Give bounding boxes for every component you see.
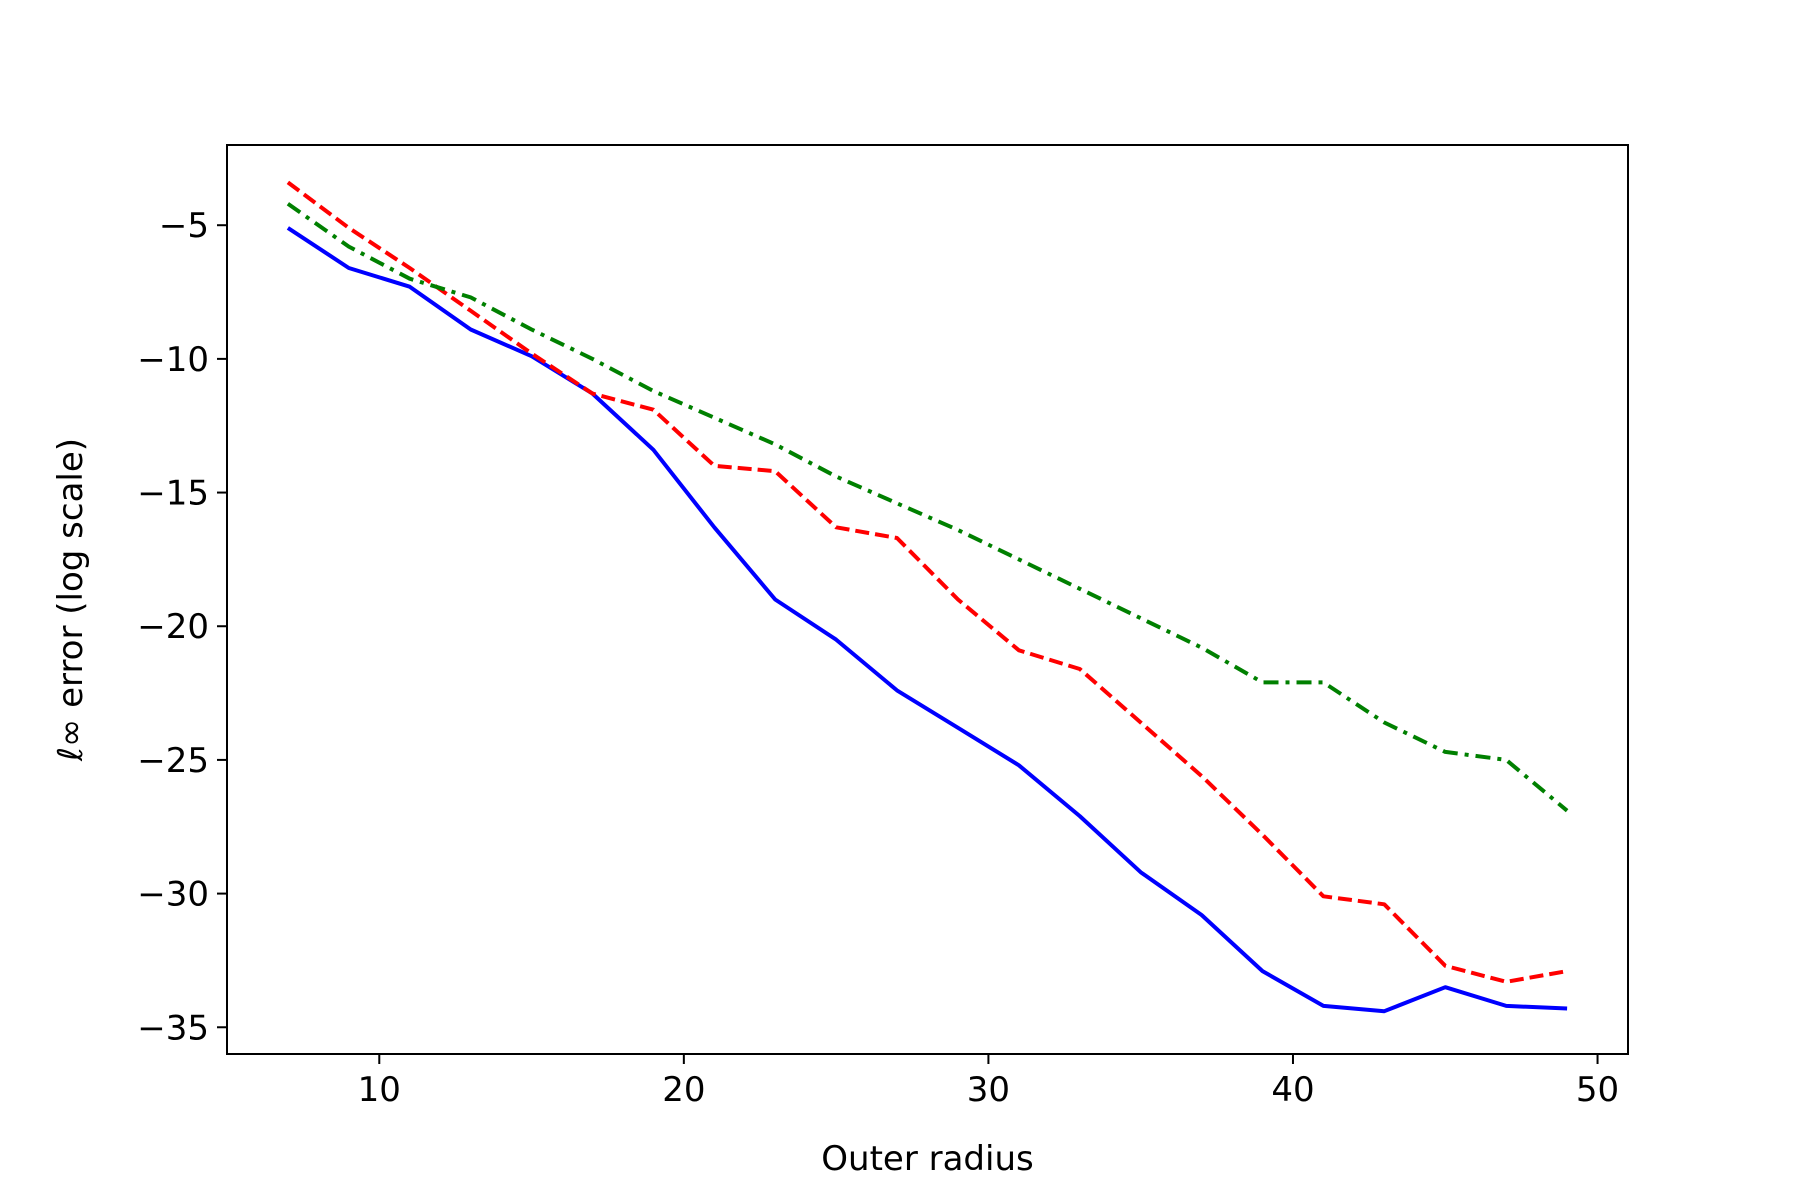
x-tick-label: 10 xyxy=(358,1070,401,1110)
y-tick-label: −30 xyxy=(137,875,209,915)
plot-frame xyxy=(226,144,1629,1055)
series-line-1 xyxy=(286,226,1568,1014)
y-axis: −5 −10 −15 −20 −25 −30 −35 xyxy=(137,206,227,1048)
y-tick-label: −15 xyxy=(137,474,209,514)
x-tick-label: 40 xyxy=(1271,1070,1314,1110)
x-axis-label: Outer radius xyxy=(821,1139,1033,1179)
x-axis: 10 20 30 40 50 xyxy=(358,1054,1619,1110)
series-line-2 xyxy=(286,180,1568,984)
x-tick-label: 30 xyxy=(967,1070,1010,1110)
y-tick-label: −25 xyxy=(137,741,209,781)
y-tick-label: −20 xyxy=(137,607,209,647)
series-line-3 xyxy=(286,202,1569,813)
y-axis-label: ℓ∞ error (log scale) xyxy=(51,438,91,762)
x-tick-label: 50 xyxy=(1576,1070,1619,1110)
y-tick-label: −5 xyxy=(159,206,209,246)
y-tick-label: −35 xyxy=(137,1008,209,1048)
x-tick-label: 20 xyxy=(662,1070,705,1110)
series-layer xyxy=(286,180,1569,1014)
y-tick-label: −10 xyxy=(137,340,209,380)
